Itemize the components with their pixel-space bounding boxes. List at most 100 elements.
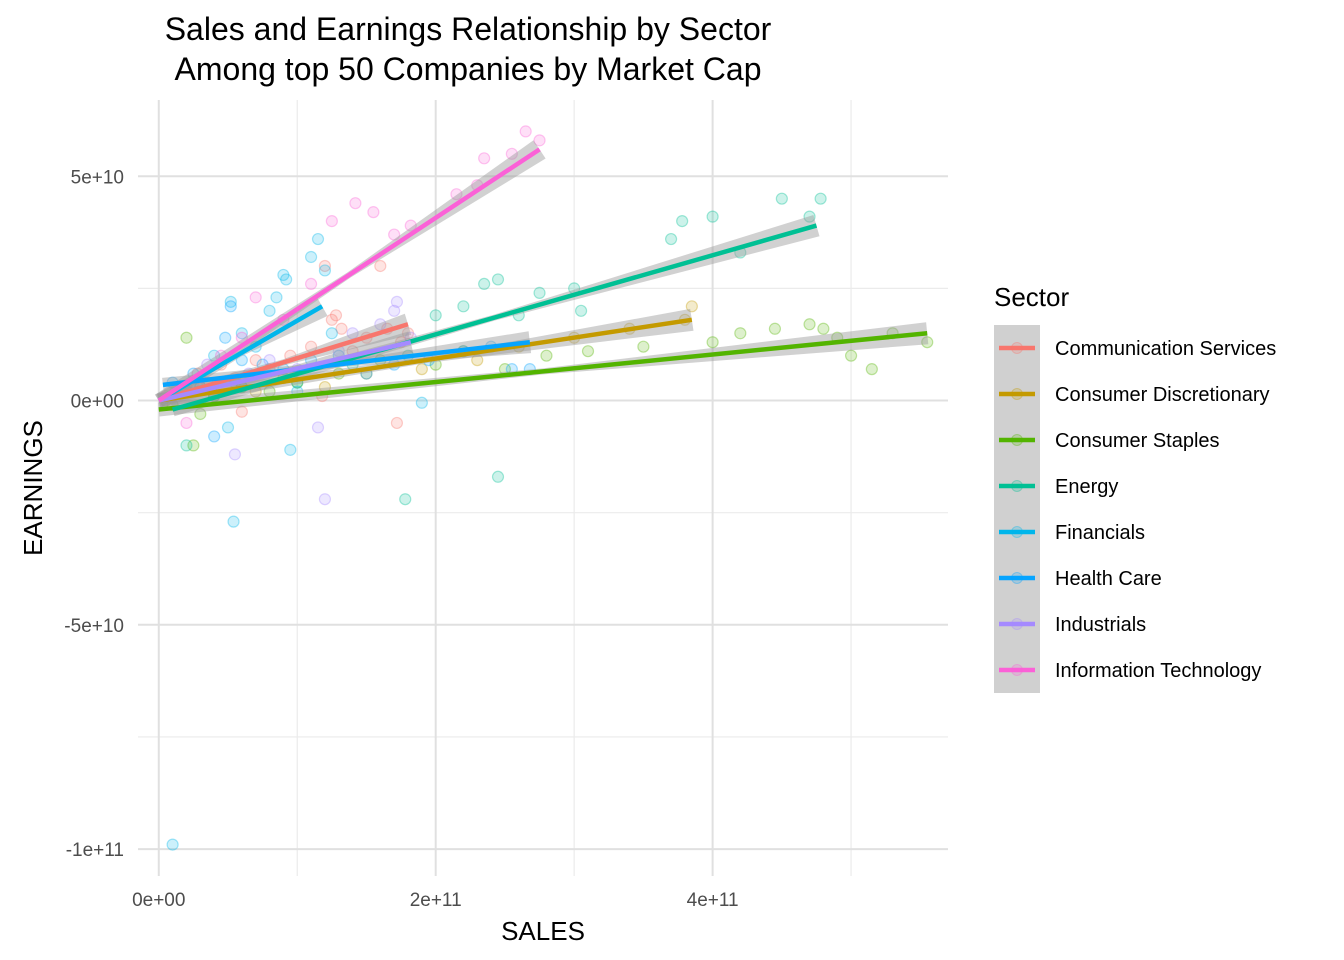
- data-point: [844, 349, 858, 362]
- data-point: [277, 268, 290, 282]
- data-point: [208, 349, 221, 362]
- data-point: [450, 188, 463, 201]
- legend-key-point: [1011, 618, 1023, 630]
- data-point: [478, 277, 491, 291]
- fit-line: [162, 339, 531, 388]
- y-tick-label: -5e+10: [64, 616, 124, 637]
- legend-entry-label: Consumer Staples: [1055, 430, 1220, 452]
- data-point: [329, 309, 343, 322]
- data-point: [180, 416, 193, 430]
- chart-subtitle: Among top 50 Companies by Market Cap: [175, 51, 762, 87]
- chart-title: Sales and Earnings Relationship by Secto…: [165, 11, 772, 47]
- data-point: [457, 300, 470, 313]
- data-point: [415, 363, 428, 376]
- data-point: [574, 304, 588, 317]
- fit-line: [158, 331, 928, 412]
- data-point: [533, 134, 546, 147]
- data-point: [325, 215, 338, 228]
- data-point: [374, 318, 387, 331]
- data-point: [775, 192, 788, 205]
- data-point: [249, 291, 262, 304]
- data-point: [664, 232, 678, 246]
- data-point: [415, 396, 428, 409]
- fit-line: [158, 340, 412, 403]
- data-point: [921, 336, 934, 349]
- x-tick-label: 0e+00: [132, 890, 185, 911]
- legend-title: Sector: [994, 282, 1069, 312]
- data-point: [349, 197, 362, 210]
- data-point: [388, 304, 401, 317]
- data-point: [311, 421, 325, 434]
- y-axis-ticks: 5e+10 0e+00 -5e+10 -1e+11: [64, 167, 124, 861]
- data-point: [187, 439, 200, 452]
- data-point: [180, 439, 193, 452]
- data-point: [224, 295, 237, 308]
- data-point: [768, 322, 782, 335]
- data-point: [505, 147, 518, 160]
- data-point: [304, 250, 318, 264]
- y-axis-title: EARNINGS: [18, 420, 48, 556]
- y-tick-label: 5e+10: [71, 167, 124, 188]
- data-point: [367, 206, 380, 219]
- legend-entry-label: Financials: [1055, 522, 1145, 544]
- data-point: [194, 407, 207, 421]
- legend-entry-label: Energy: [1055, 476, 1118, 498]
- data-point: [581, 345, 595, 358]
- data-point: [228, 448, 242, 461]
- data-point: [224, 300, 237, 313]
- data-point: [478, 152, 491, 165]
- data-point: [390, 416, 404, 430]
- data-point: [280, 273, 293, 286]
- legend-key-background: [994, 325, 1040, 693]
- legend-key-point: [1011, 480, 1023, 492]
- legend-entry-label: Industrials: [1055, 614, 1146, 636]
- x-axis-title: SALES: [501, 916, 585, 946]
- data-point: [388, 228, 401, 241]
- data-point: [318, 493, 332, 506]
- legend-key-point: [1011, 388, 1023, 400]
- x-axis-ticks: 0e+00 2e+11 4e+11: [132, 890, 739, 911]
- data-point: [533, 286, 546, 299]
- data-point: [270, 291, 283, 304]
- minor-gridlines: [138, 100, 948, 876]
- y-tick-label: 0e+00: [71, 392, 124, 413]
- x-tick-label: 2e+11: [410, 890, 462, 911]
- data-point: [865, 363, 878, 376]
- major-gridlines: [138, 100, 948, 876]
- legend-key-point: [1011, 572, 1023, 584]
- data-point: [346, 327, 359, 340]
- data-point: [404, 219, 417, 232]
- data-point: [685, 300, 698, 313]
- data-point: [263, 304, 276, 317]
- data-point: [637, 340, 650, 353]
- data-point: [814, 192, 827, 205]
- data-point: [429, 309, 442, 322]
- data-point: [401, 327, 415, 340]
- legend-key-point: [1011, 526, 1023, 538]
- data-point: [734, 327, 747, 340]
- data-point: [221, 421, 235, 434]
- data-point: [519, 125, 532, 138]
- data-point: [471, 354, 484, 367]
- data-point: [491, 273, 505, 286]
- data-point: [166, 838, 179, 851]
- data-point: [311, 232, 325, 246]
- data-point: [304, 277, 318, 291]
- fit-line: [158, 322, 409, 403]
- data-point: [235, 327, 248, 340]
- data-point: [284, 443, 297, 456]
- fit-line: [171, 223, 818, 412]
- data-point: [335, 322, 348, 335]
- fit-lines: [154, 140, 929, 417]
- data-point: [318, 264, 332, 277]
- data-point: [180, 331, 193, 344]
- data-point: [325, 313, 338, 326]
- data-point: [399, 493, 412, 506]
- legend-key-point: [1011, 664, 1023, 676]
- data-point: [219, 331, 232, 344]
- data-point: [803, 318, 816, 331]
- data-point: [227, 515, 240, 528]
- data-point: [318, 259, 332, 273]
- fit-line: [157, 147, 541, 403]
